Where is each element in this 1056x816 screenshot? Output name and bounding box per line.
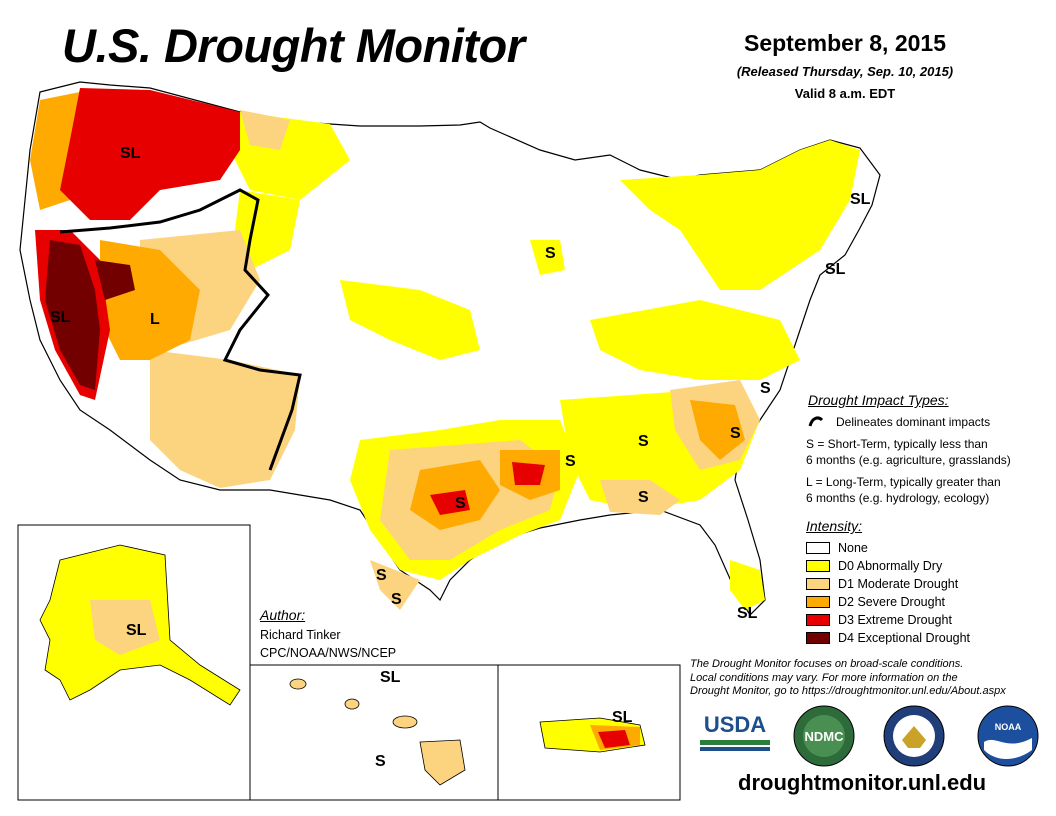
d4-areas	[45, 240, 135, 390]
label-tx-s2: S	[391, 591, 402, 608]
label-hi-sl: SL	[380, 669, 401, 686]
intensity-label: D0 Abnormally Dry	[838, 559, 943, 573]
label-ms-s: S	[638, 433, 649, 450]
usda-logo-text: USDA	[703, 712, 767, 737]
noaa-logo: NOAA	[977, 705, 1039, 767]
note-line: Drought Monitor, go to https://droughtmo…	[690, 685, 1006, 697]
author-name: Richard Tinker	[260, 628, 341, 642]
map-date: September 8, 2015	[743, 30, 946, 56]
intensity-label: D4 Exceptional Drought	[838, 631, 971, 645]
label-hi-s: S	[375, 753, 386, 770]
intensity-swatch	[806, 560, 830, 572]
hawaii-inset	[249, 664, 499, 801]
author-title: Author:	[260, 607, 306, 623]
info-note: The Drought Monitor focuses on broad-sca…	[690, 658, 1040, 699]
long-term-line1: L = Long-Term, typically greater than	[806, 475, 1001, 489]
label-sc2-s: S	[730, 425, 741, 442]
intensity-label: D1 Moderate Drought	[838, 577, 959, 591]
author-org: CPC/NOAA/NWS/NCEP	[260, 646, 397, 660]
usda-logo: USDA	[700, 712, 770, 760]
noaa-logo-text: NOAA	[995, 722, 1022, 732]
map-title: U.S. Drought Monitor	[62, 19, 525, 72]
label-ga-s: S	[638, 489, 649, 506]
intensity-row: None	[806, 540, 868, 556]
intensity-swatch	[806, 596, 830, 608]
intensity-swatch	[806, 578, 830, 590]
label-sc-s: S	[760, 380, 771, 397]
label-ca-sl: SL	[50, 309, 71, 326]
label-nw-sl: SL	[120, 145, 141, 162]
intensity-swatch	[806, 632, 830, 644]
impact-boundary-line	[59, 188, 302, 471]
intensity-label: D3 Extreme Drought	[838, 613, 952, 627]
ndmc-logo: NDMC	[793, 705, 855, 767]
valid-time: Valid 8 a.m. EDT	[794, 86, 896, 101]
short-term-line1: S = Short-Term, typically less than	[806, 437, 988, 451]
intensity-swatch	[806, 542, 830, 554]
label-tx-s: S	[455, 495, 466, 512]
intensity-row: D0 Abnormally Dry	[806, 558, 942, 574]
label-ne-sl: SL	[850, 191, 871, 208]
long-term-line2: 6 months (e.g. hydrology, ecology)	[806, 491, 990, 505]
label-ia-s: S	[545, 245, 556, 262]
intensity-row: D1 Moderate Drought	[806, 576, 958, 592]
website-url[interactable]: droughtmonitor.unl.edu	[738, 770, 987, 795]
ndmc-logo-text: NDMC	[805, 729, 845, 744]
intensity-title: Intensity:	[806, 518, 863, 534]
label-nv-l: L	[150, 311, 160, 328]
impact-line-label: Delineates dominant impacts	[836, 415, 991, 429]
short-term-line2: 6 months (e.g. agriculture, grasslands)	[806, 453, 1011, 467]
label-ak-sl: SL	[126, 622, 147, 639]
impact-line-sample-icon	[808, 416, 824, 427]
note-line: Local conditions may vary. For more info…	[690, 671, 958, 684]
label-ar-s: S	[565, 453, 576, 470]
intensity-label: None	[838, 541, 868, 555]
label-pr-sl: SL	[612, 709, 633, 726]
intensity-swatch	[806, 614, 830, 626]
note-line: The Drought Monitor focuses on broad-sca…	[690, 658, 964, 670]
release-date: (Released Thursday, Sep. 10, 2015)	[736, 64, 954, 79]
label-fl-sl: SL	[737, 605, 758, 622]
impact-legend-title: Drought Impact Types:	[808, 392, 949, 408]
intensity-row: D2 Severe Drought	[806, 594, 945, 610]
label-nyc-sl: SL	[825, 261, 846, 278]
intensity-row: D4 Exceptional Drought	[806, 630, 970, 646]
commerce-seal	[883, 705, 945, 767]
label-tx-s1: S	[376, 567, 387, 584]
intensity-row: D3 Extreme Drought	[806, 612, 952, 628]
intensity-label: D2 Severe Drought	[838, 595, 946, 609]
